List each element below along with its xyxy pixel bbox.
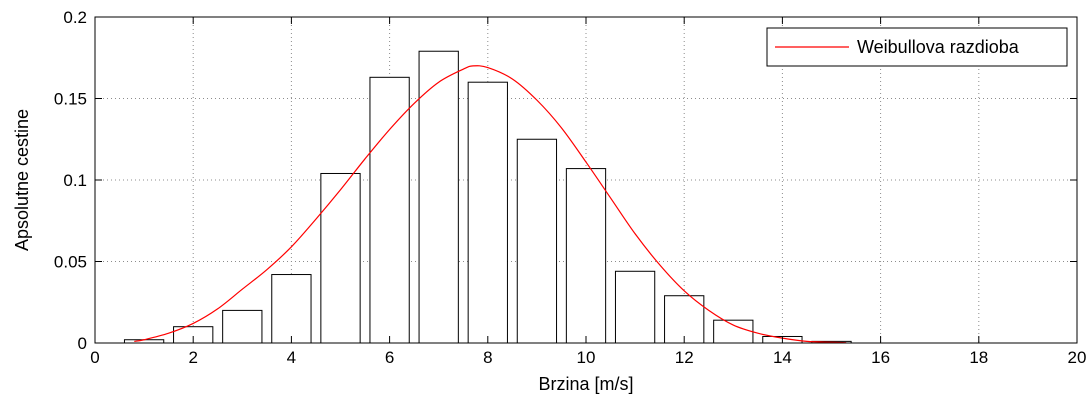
x-tick-label: 10 bbox=[577, 348, 596, 367]
x-tick-label: 16 bbox=[871, 348, 890, 367]
x-tick-label: 6 bbox=[385, 348, 394, 367]
histogram-bar bbox=[516, 138, 558, 344]
histogram-bars bbox=[123, 50, 852, 344]
legend: Weibullova razdioba bbox=[766, 27, 1068, 67]
histogram-bar bbox=[418, 50, 459, 344]
x-tick-label: 8 bbox=[483, 348, 492, 367]
x-tick-label: 0 bbox=[90, 348, 99, 367]
x-tick-label: 2 bbox=[188, 348, 197, 367]
y-tick-label: 0.15 bbox=[54, 90, 87, 109]
y-tick-label: 0.2 bbox=[63, 8, 87, 27]
weibull-curve bbox=[134, 65, 847, 344]
y-axis-label: Apsolutne cestine bbox=[12, 109, 32, 251]
x-tick-label: 20 bbox=[1068, 348, 1087, 367]
histogram-bar bbox=[369, 76, 410, 344]
weibull-curve-layer bbox=[134, 65, 847, 344]
legend-entry-weibull: Weibullova razdioba bbox=[857, 37, 1020, 57]
x-tick-label: 18 bbox=[969, 348, 988, 367]
histogram-bar bbox=[713, 319, 754, 344]
histogram-bar bbox=[320, 172, 361, 344]
y-tick-label: 0.05 bbox=[54, 253, 87, 272]
x-axis-label: Brzina [m/s] bbox=[538, 374, 633, 394]
y-tick-label: 0 bbox=[78, 334, 87, 353]
y-tick-label: 0.1 bbox=[63, 171, 87, 190]
x-tick-label: 4 bbox=[287, 348, 296, 367]
x-tick-label: 12 bbox=[675, 348, 694, 367]
histogram-bar bbox=[565, 168, 607, 344]
axis-ticks: 0 2 4 6 8 10 12 14 16 18 20 0 0.05 0.1 0.15 0.2 bbox=[54, 8, 1087, 367]
histogram-bar bbox=[467, 81, 508, 344]
histogram-bar bbox=[614, 270, 656, 344]
histogram-bar bbox=[271, 274, 312, 344]
x-tick-label: 14 bbox=[773, 348, 792, 367]
histogram-bar bbox=[664, 295, 705, 344]
histogram-bar bbox=[222, 309, 263, 344]
